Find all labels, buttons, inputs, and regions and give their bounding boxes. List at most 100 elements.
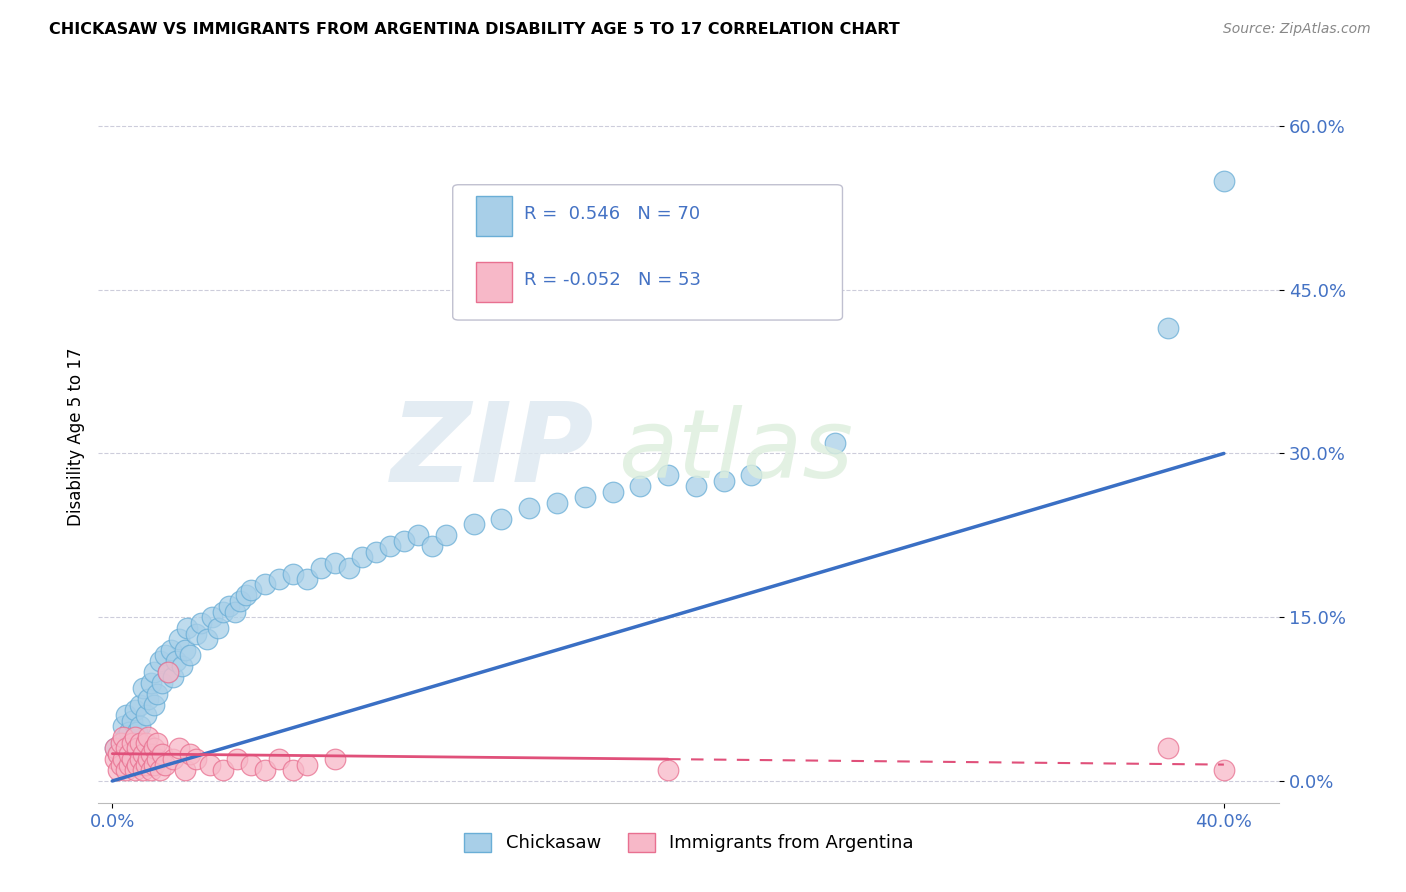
FancyBboxPatch shape — [477, 261, 512, 301]
Point — [159, 643, 181, 657]
Text: CHICKASAW VS IMMIGRANTS FROM ARGENTINA DISABILITY AGE 5 TO 17 CORRELATION CHART: CHICKASAW VS IMMIGRANTS FROM ARGENTINA D… — [49, 22, 900, 37]
Point — [337, 561, 360, 575]
Point — [124, 703, 146, 717]
Point — [110, 757, 132, 772]
Text: ZIP: ZIP — [391, 398, 595, 505]
Point — [207, 621, 229, 635]
Point — [143, 757, 166, 772]
Point — [226, 752, 249, 766]
Point — [281, 566, 304, 581]
Point — [150, 747, 173, 761]
Point — [118, 724, 141, 739]
Point — [115, 763, 138, 777]
Point — [110, 736, 132, 750]
Point — [240, 582, 263, 597]
Point — [104, 741, 127, 756]
Point — [628, 479, 651, 493]
Point — [198, 757, 221, 772]
Point — [138, 752, 160, 766]
Text: R =  0.546   N = 70: R = 0.546 N = 70 — [523, 205, 700, 223]
Legend: Chickasaw, Immigrants from Argentina: Chickasaw, Immigrants from Argentina — [457, 826, 921, 860]
Point — [240, 757, 263, 772]
Point — [420, 539, 443, 553]
Point — [143, 741, 166, 756]
Point — [218, 599, 240, 614]
Point — [104, 752, 127, 766]
Point — [195, 632, 218, 646]
Point — [267, 572, 290, 586]
FancyBboxPatch shape — [453, 185, 842, 320]
Point — [491, 512, 513, 526]
Point — [162, 752, 184, 766]
Point — [112, 719, 135, 733]
Point — [107, 747, 129, 761]
Text: R = -0.052   N = 53: R = -0.052 N = 53 — [523, 271, 700, 289]
Point — [127, 724, 149, 739]
Point — [179, 747, 201, 761]
Point — [132, 681, 155, 695]
Point — [124, 763, 146, 777]
Point — [323, 556, 346, 570]
Point — [148, 654, 170, 668]
Point — [148, 763, 170, 777]
Point — [281, 763, 304, 777]
Point — [167, 741, 190, 756]
Point — [112, 752, 135, 766]
Point — [129, 698, 152, 712]
Point — [176, 621, 198, 635]
Point — [546, 495, 568, 509]
Point — [115, 741, 138, 756]
Point — [323, 752, 346, 766]
Point — [212, 605, 235, 619]
Point — [254, 577, 277, 591]
Point — [190, 615, 212, 630]
Point — [156, 665, 179, 679]
Point — [121, 736, 143, 750]
Point — [146, 752, 169, 766]
Point — [366, 545, 388, 559]
Point — [107, 763, 129, 777]
Point — [235, 588, 257, 602]
Text: atlas: atlas — [619, 405, 853, 499]
Point — [162, 670, 184, 684]
Point — [574, 490, 596, 504]
Point — [254, 763, 277, 777]
Point — [132, 747, 155, 761]
Point — [129, 719, 152, 733]
Point — [184, 752, 207, 766]
Point — [179, 648, 201, 663]
Point — [295, 757, 318, 772]
Point — [165, 654, 187, 668]
Point — [352, 550, 374, 565]
Point — [121, 752, 143, 766]
Point — [1212, 763, 1234, 777]
Point — [173, 763, 195, 777]
Point — [146, 736, 169, 750]
Point — [118, 757, 141, 772]
Point — [121, 714, 143, 728]
Point — [1157, 741, 1180, 756]
Point — [127, 757, 149, 772]
Point — [824, 435, 846, 450]
Point — [229, 594, 252, 608]
Point — [434, 528, 457, 542]
Point — [135, 757, 157, 772]
Point — [156, 665, 179, 679]
Point — [129, 736, 152, 750]
Point — [713, 474, 735, 488]
Point — [1157, 321, 1180, 335]
Point — [392, 533, 415, 548]
Point — [295, 572, 318, 586]
Point — [224, 605, 246, 619]
Point — [740, 468, 762, 483]
Point — [167, 632, 190, 646]
Point — [118, 747, 141, 761]
Point — [138, 692, 160, 706]
Point — [141, 763, 163, 777]
Point — [517, 501, 540, 516]
Point — [141, 747, 163, 761]
Point — [132, 763, 155, 777]
Point — [153, 757, 176, 772]
Point — [135, 736, 157, 750]
FancyBboxPatch shape — [477, 195, 512, 236]
